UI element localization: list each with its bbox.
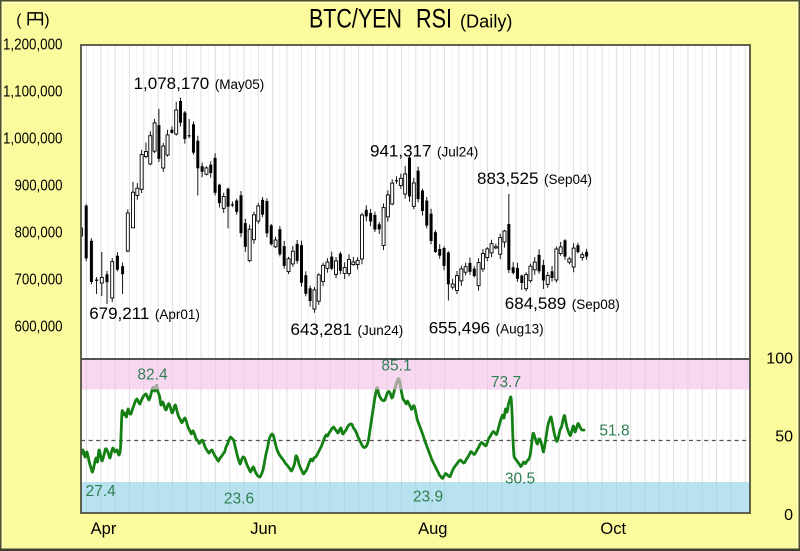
- svg-text:27.4: 27.4: [86, 483, 117, 500]
- svg-text:30.5: 30.5: [505, 471, 535, 488]
- svg-text:679,211(Apr01): 679,211 (Apr01): [89, 304, 200, 323]
- svg-text:600,000: 600,000: [15, 318, 63, 335]
- svg-text:85.1: 85.1: [381, 358, 411, 375]
- svg-text:Aug: Aug: [418, 520, 447, 538]
- svg-text:Jun: Jun: [250, 520, 277, 538]
- svg-text:900,000: 900,000: [15, 177, 63, 194]
- svg-text:82.4: 82.4: [137, 367, 168, 384]
- svg-text:23.6: 23.6: [224, 491, 254, 508]
- svg-text:Apr: Apr: [91, 520, 117, 538]
- svg-text:1,078,170(May05): 1,078,170 (May05): [134, 74, 265, 93]
- svg-text:100: 100: [766, 351, 793, 368]
- svg-text:643,281(Jun24): 643,281 (Jun24): [291, 320, 404, 339]
- svg-text:655,496(Aug13): 655,496 (Aug13): [429, 318, 544, 337]
- svg-text:684,589(Sep08): 684,589 (Sep08): [505, 294, 620, 313]
- svg-text:1,000,000: 1,000,000: [3, 130, 63, 147]
- svg-text:0: 0: [784, 507, 793, 524]
- svg-text:800,000: 800,000: [15, 224, 63, 241]
- svg-text:51.8: 51.8: [599, 423, 629, 440]
- svg-text:1,200,000: 1,200,000: [3, 36, 63, 53]
- svg-text:941,317(Jul24): 941,317 (Jul24): [370, 141, 478, 160]
- svg-text:): ): [44, 12, 49, 29]
- svg-text:Oct: Oct: [600, 520, 626, 538]
- svg-text:50: 50: [775, 428, 793, 445]
- svg-text:(Daily): (Daily): [460, 11, 513, 32]
- svg-text:1,100,000: 1,100,000: [3, 83, 63, 100]
- svg-text:(: (: [16, 12, 22, 29]
- svg-text:23.9: 23.9: [413, 489, 443, 506]
- svg-text:BTC/YEN: BTC/YEN: [309, 4, 402, 34]
- svg-text:883,525(Sep04): 883,525 (Sep04): [477, 169, 592, 188]
- svg-text:700,000: 700,000: [15, 271, 63, 288]
- svg-text:RSI: RSI: [416, 4, 452, 34]
- svg-text:73.7: 73.7: [491, 374, 521, 391]
